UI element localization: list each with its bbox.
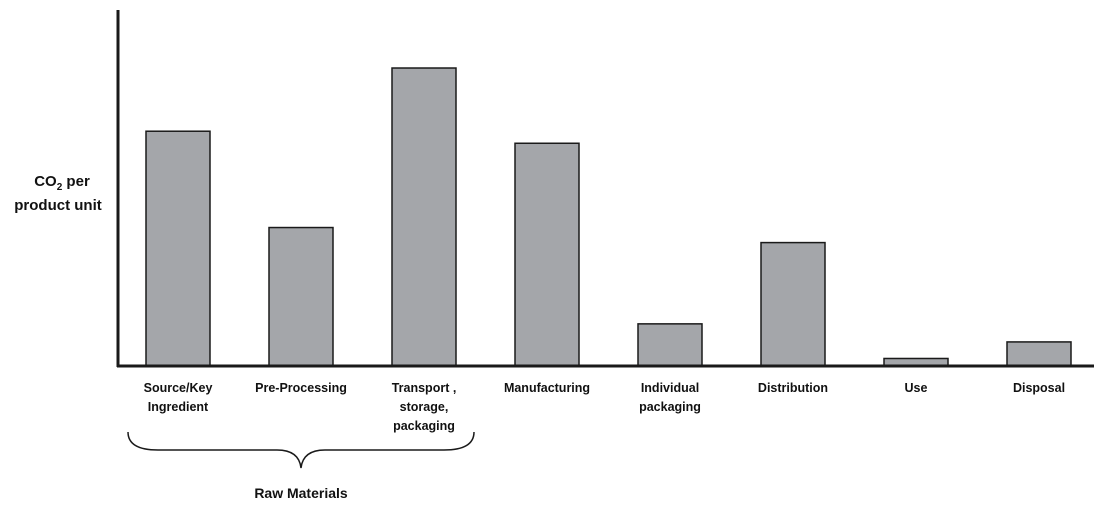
x-tick-label-line: Use xyxy=(905,381,928,395)
x-tick-label-6: Use xyxy=(905,381,928,395)
bars-group xyxy=(145,67,1072,367)
bar-4 xyxy=(637,323,703,367)
y-axis-label-line2: product unit xyxy=(14,197,101,214)
x-tick-label-line: Individual xyxy=(641,381,699,395)
x-tick-label-line: Distribution xyxy=(758,381,828,395)
x-tick-label-line: storage, xyxy=(400,400,449,414)
x-tick-label-1: Pre-Processing xyxy=(255,381,347,395)
x-tick-label-7: Disposal xyxy=(1013,381,1065,395)
x-tick-label-4: Individual packaging xyxy=(639,381,701,414)
bar-7 xyxy=(1006,341,1072,367)
bar-2 xyxy=(391,67,457,367)
x-tick-label-3: Manufacturing xyxy=(504,381,590,395)
raw-materials-label: Raw Materials xyxy=(254,485,348,501)
y-axis-label-main: CO xyxy=(34,173,57,190)
x-tick-label-line: Transport , xyxy=(392,381,457,395)
x-tick-label-5: Distribution xyxy=(758,381,828,395)
raw-materials-brace xyxy=(127,431,475,469)
bar-0 xyxy=(145,130,211,367)
x-tick-label-2: Transport , storage, packaging xyxy=(392,381,457,433)
bar-5 xyxy=(760,241,826,367)
x-tick-label-line: Manufacturing xyxy=(504,381,590,395)
x-tick-label-line: Disposal xyxy=(1013,381,1065,395)
bar-1 xyxy=(268,226,334,367)
bar-3 xyxy=(514,142,580,367)
x-tick-label-0: Source/Key Ingredient xyxy=(144,381,213,414)
x-tick-label-line: Ingredient xyxy=(148,400,209,414)
y-axis-label-rest: per xyxy=(62,173,90,190)
y-axis-label: CO2 per xyxy=(34,173,90,193)
x-tick-label-line: Source/Key xyxy=(144,381,213,395)
x-tick-label-line: Pre-Processing xyxy=(255,381,347,395)
x-tick-label-line: packaging xyxy=(393,419,455,433)
x-tick-labels: Source/Key Ingredient Pre-Processing Transp… xyxy=(144,381,1065,433)
y-axis-label-subscript: 2 xyxy=(57,182,63,193)
x-tick-label-line: packaging xyxy=(639,400,701,414)
